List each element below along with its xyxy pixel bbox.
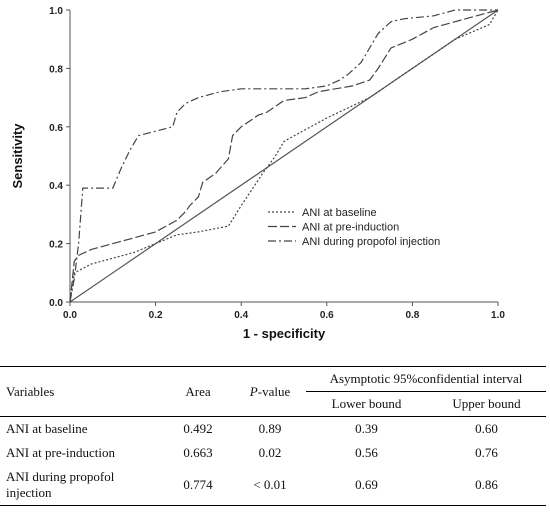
- plot-frame: [69, 10, 498, 303]
- cell-upper-bound: 0.76: [475, 445, 498, 460]
- y-axis-title: Sensitivity: [10, 123, 25, 189]
- y-tick-label: 0.0: [49, 298, 63, 309]
- series-line-propofol-injection: [69, 9, 498, 303]
- cell-pvalue: < 0.01: [234, 465, 306, 506]
- header-pvalue-italic: P: [249, 383, 258, 399]
- cell-area: 0.774: [162, 465, 234, 506]
- series-line-pre-induction: [69, 9, 499, 303]
- header-area: Area: [162, 366, 234, 417]
- table-row: ANI at baseline 0.492 0.89 0.39 0.60: [0, 417, 546, 442]
- cell-upper-bound: 0.86: [427, 465, 546, 506]
- cell-variable: ANI at baseline: [6, 421, 88, 436]
- header-upper-bound: Upper bound: [427, 391, 546, 417]
- x-tick-label: 0.0: [63, 310, 77, 321]
- header-pvalue-rest: -value: [257, 383, 291, 399]
- x-tick-label: 0.2: [149, 310, 163, 321]
- cell-lower-bound: 0.39: [355, 421, 378, 436]
- table-row: ANI at pre-induction 0.663 0.02 0.56 0.76: [0, 441, 546, 465]
- cell-lower-bound: 0.56: [355, 445, 378, 460]
- legend-label: ANI at baseline: [302, 207, 377, 219]
- y-tick-label: 0.8: [49, 64, 63, 75]
- x-tick-label: 0.6: [320, 310, 334, 321]
- legend-label: ANI during propofol injection: [302, 236, 440, 248]
- header-lower-bound: Lower bound: [306, 391, 428, 417]
- y-tick-label: 0.4: [49, 181, 63, 192]
- roc-statistics-table: Variables Area P-value Asymptotic 95%con…: [0, 366, 546, 506]
- x-axis-title: 1 - specificity: [243, 326, 326, 341]
- header-variables: Variables: [0, 366, 162, 417]
- cell-area: 0.663: [183, 445, 213, 460]
- table-header-row: Variables Area P-value Asymptotic 95%con…: [0, 366, 546, 417]
- cell-variable: ANI at pre-induction: [6, 445, 116, 460]
- x-tick-label: 0.4: [234, 310, 248, 321]
- table-row: ANI during propofol injection 0.774 < 0.01…: [0, 465, 546, 506]
- table-subheader-row: Lower bound Upper bound: [0, 391, 546, 417]
- cell-variable: ANI during propofol injection: [0, 465, 162, 506]
- legend-label: ANI at pre-induction: [302, 222, 399, 234]
- header-pvalue: P-value: [234, 366, 306, 417]
- y-tick-label: 0.2: [49, 240, 63, 251]
- reference-diagonal-line: [69, 9, 499, 303]
- cell-area: 0.492: [183, 421, 213, 436]
- x-tick-label: 0.8: [405, 310, 419, 321]
- series-group: [69, 9, 499, 303]
- cell-upper-bound: 0.60: [475, 421, 498, 436]
- y-tick-label: 0.6: [49, 123, 63, 134]
- roc-chart: 0.0 0.2 0.4 0.6 0.8 1.0 0.0 0.2 0.4 0.6 0.8 1.0 ANI…: [10, 6, 505, 341]
- header-ci: Asymptotic 95%confidential interval: [306, 366, 546, 392]
- tick-group: 0.0 0.2 0.4 0.6 0.8 1.0 0.0 0.2 0.4 0.6 0.8 1.0: [49, 6, 505, 321]
- x-tick-label: 1.0: [491, 310, 505, 321]
- table-body: ANI at baseline 0.492 0.89 0.39 0.60 ANI at p…: [0, 417, 546, 506]
- cell-lower-bound: 0.69: [306, 465, 428, 506]
- legend: ANI at baseline ANI at pre-induction ANI d…: [268, 207, 440, 248]
- cell-pvalue: 0.89: [258, 421, 282, 436]
- y-tick-label: 1.0: [49, 6, 63, 17]
- cell-pvalue: 0.02: [258, 445, 282, 460]
